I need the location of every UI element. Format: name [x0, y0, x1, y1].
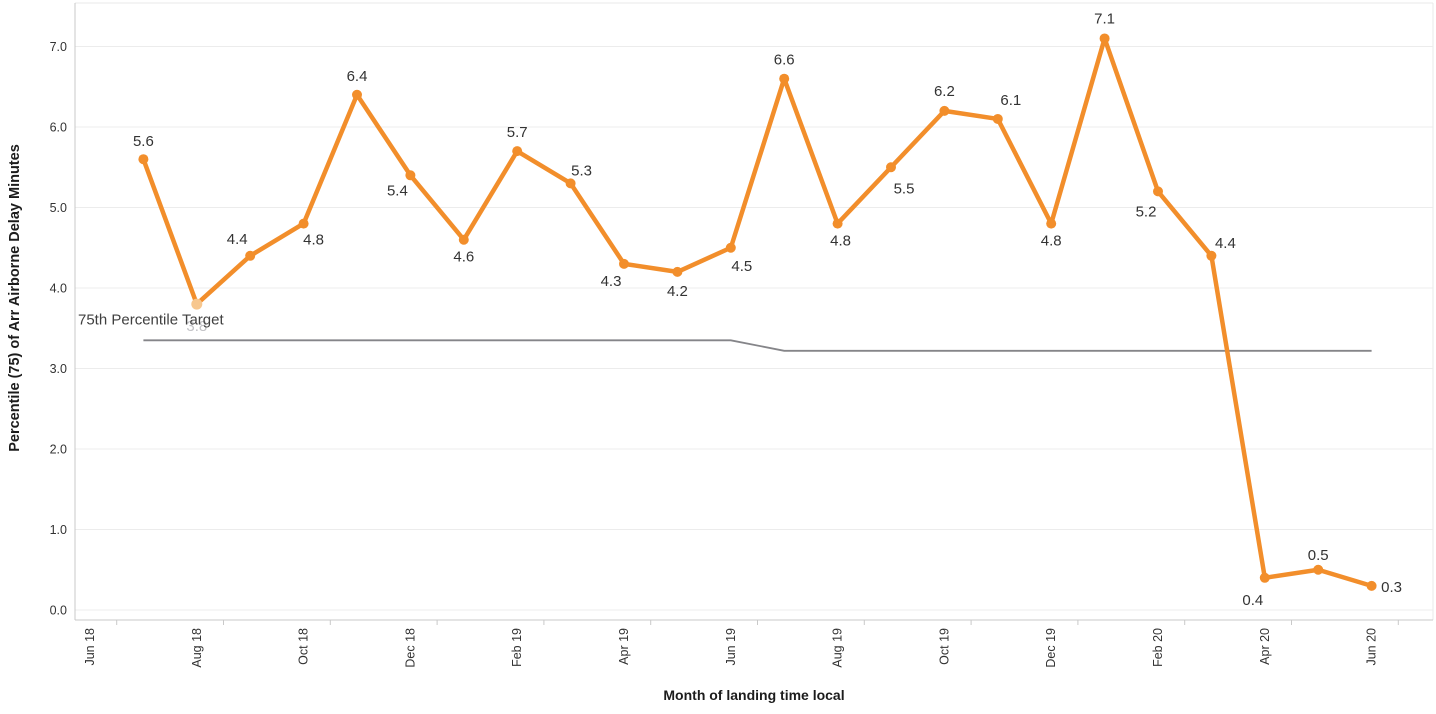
y-tick-label: 2.0: [50, 443, 67, 457]
data-point[interactable]: [1366, 580, 1377, 591]
data-label: 4.8: [303, 232, 324, 249]
data-label: 0.3: [1381, 579, 1402, 596]
data-label: 0.5: [1308, 547, 1329, 564]
y-tick-label: 4.0: [50, 282, 67, 296]
x-tick-label: Jun 20: [1365, 628, 1379, 666]
data-label: 4.8: [1041, 233, 1062, 250]
data-point[interactable]: [1313, 564, 1324, 575]
data-label: 4.4: [1215, 235, 1236, 252]
data-label: 6.6: [774, 52, 795, 69]
y-tick-label: 0.0: [50, 604, 67, 618]
data-point[interactable]: [1259, 572, 1270, 583]
y-tick-label: 1.0: [50, 523, 67, 537]
data-label: 6.4: [347, 68, 368, 85]
data-label: 7.1: [1094, 10, 1115, 27]
data-label: 4.3: [601, 273, 622, 290]
x-tick-label: Feb 19: [510, 628, 524, 667]
reference-line: [143, 339, 1372, 352]
data-label: 4.4: [227, 231, 248, 248]
data-point-faded[interactable]: [191, 298, 203, 310]
data-label: 6.2: [934, 83, 955, 100]
data-point[interactable]: [939, 105, 950, 116]
y-tick-label: 6.0: [50, 121, 67, 135]
x-axis-title: Month of landing time local: [663, 687, 844, 703]
data-point[interactable]: [672, 266, 683, 277]
data-label: 5.7: [507, 124, 528, 141]
data-label: 6.1: [1000, 92, 1021, 109]
data-label: 0.4: [1242, 592, 1263, 609]
data-label: 4.5: [731, 258, 752, 275]
data-point[interactable]: [565, 178, 576, 189]
data-point[interactable]: [298, 218, 309, 229]
x-tick-label: Jun 18: [83, 628, 97, 666]
y-tick-label: 7.0: [50, 40, 67, 54]
data-point[interactable]: [1153, 186, 1163, 197]
data-label: 5.2: [1136, 203, 1157, 220]
data-point[interactable]: [1206, 250, 1217, 261]
x-tick-label: Dec 18: [403, 628, 417, 668]
data-point[interactable]: [1099, 33, 1110, 44]
data-label-faded: 3.8: [186, 318, 207, 335]
data-label: 5.4: [387, 182, 408, 199]
x-tick-label: Dec 19: [1044, 628, 1058, 668]
x-tick-label: Apr 19: [617, 628, 631, 665]
data-label: 4.6: [453, 249, 474, 266]
data-point[interactable]: [619, 258, 629, 269]
data-point[interactable]: [458, 234, 469, 245]
data-point[interactable]: [832, 218, 843, 229]
data-label: 4.8: [830, 233, 851, 250]
data-point[interactable]: [245, 250, 256, 261]
x-tick-label: Aug 18: [190, 628, 204, 668]
data-label: 5.6: [133, 133, 154, 150]
x-tick-label: Feb 20: [1151, 628, 1165, 667]
x-tick-label: Aug 19: [831, 628, 845, 668]
reference-line-label: 75th Percentile Target: [78, 311, 224, 328]
data-point[interactable]: [405, 170, 416, 181]
data-point[interactable]: [725, 242, 736, 253]
x-tick-label: Apr 20: [1258, 628, 1272, 665]
x-tick-label: Oct 18: [297, 628, 311, 665]
data-label: 5.3: [571, 162, 592, 179]
x-tick-label: Jun 19: [724, 628, 738, 666]
data-point[interactable]: [886, 162, 896, 173]
data-point[interactable]: [1046, 218, 1057, 229]
data-point[interactable]: [992, 113, 1003, 124]
x-tick-label: Oct 19: [937, 628, 951, 665]
data-point[interactable]: [779, 73, 790, 84]
data-label: 5.5: [894, 180, 915, 197]
data-point[interactable]: [138, 154, 149, 165]
y-tick-label: 5.0: [50, 201, 67, 215]
data-point[interactable]: [352, 89, 362, 100]
data-label: 4.2: [667, 283, 688, 300]
series-line[interactable]: [141, 36, 1374, 589]
data-point[interactable]: [512, 146, 523, 157]
y-axis-title: Percentile (75) of Arr Airborne Delay Mi…: [7, 144, 23, 452]
y-tick-label: 3.0: [50, 362, 67, 376]
